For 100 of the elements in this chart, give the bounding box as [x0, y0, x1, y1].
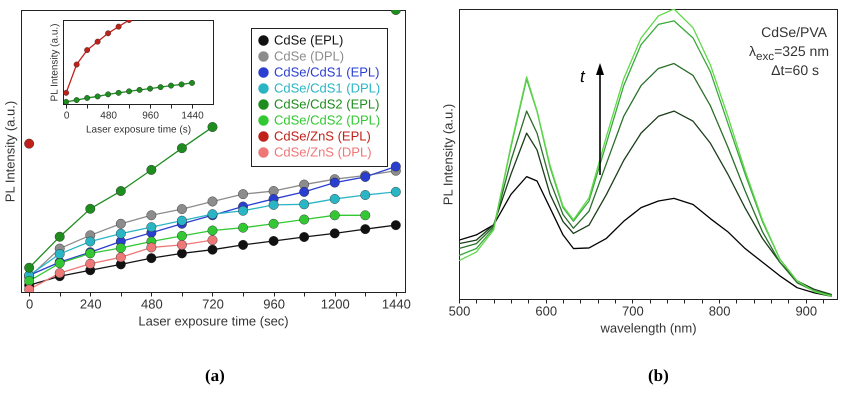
y-axis-title: PL Intensity (a.u.) [440, 104, 456, 206]
point [238, 240, 248, 250]
point [299, 232, 310, 242]
point [54, 268, 65, 278]
point [74, 97, 80, 103]
point [208, 235, 218, 246]
point [54, 248, 65, 259]
y-axis-title: PL Intensity (a.u.) [50, 24, 60, 102]
legend-label: CdSe (DPL) [274, 48, 344, 64]
point [330, 210, 340, 220]
x-tick-label: 800 [708, 304, 730, 318]
x-tick-label: 480 [100, 110, 118, 122]
point [74, 62, 80, 68]
point [136, 86, 143, 93]
text: (a) [205, 366, 225, 386]
point [176, 204, 187, 214]
point [360, 210, 370, 220]
point [116, 24, 122, 30]
point [84, 95, 90, 101]
x-tick-label: 960 [263, 296, 285, 312]
point [94, 94, 101, 100]
x-axis-title: Laser exposure time (s) [86, 124, 192, 136]
x-tick-label: 1440 [382, 296, 411, 312]
point [116, 252, 126, 262]
legend-label: CdSe/CdS1 (DPL) [274, 80, 380, 96]
point [94, 38, 101, 45]
point [63, 90, 70, 96]
point [390, 220, 401, 230]
legend-label: CdSe/CdS2 (EPL) [274, 96, 380, 112]
point [189, 80, 195, 86]
x-tick-label: 0 [26, 296, 34, 312]
point [299, 186, 310, 197]
x-tick-label: 720 [202, 296, 224, 312]
point [146, 164, 156, 175]
point [158, 84, 164, 90]
legend-label: CdSe/ZnS (EPL) [274, 128, 371, 144]
point [24, 276, 34, 286]
point [85, 258, 96, 269]
point [268, 218, 279, 229]
legend-label: CdSe/CdS1 (EPL) [274, 64, 380, 80]
point [85, 236, 96, 246]
x-axis-title: wavelength (nm) [599, 320, 697, 336]
point [268, 200, 279, 210]
point [146, 222, 156, 232]
point [176, 216, 187, 226]
point [116, 186, 126, 196]
x-tick-label: 0 [64, 110, 70, 122]
x-tick-label: 700 [622, 304, 644, 318]
point [176, 248, 187, 258]
x-tick-label: 1200 [320, 296, 350, 312]
point [24, 262, 34, 273]
point [178, 81, 184, 88]
annotation: t [580, 67, 585, 86]
point [299, 199, 310, 210]
point [330, 194, 340, 204]
point [208, 196, 218, 206]
point [116, 243, 126, 253]
x-tick-label: 960 [142, 110, 160, 122]
x-tick-label: 480 [141, 296, 163, 312]
point [360, 224, 370, 234]
point [208, 226, 218, 236]
point [168, 82, 174, 89]
point [105, 91, 112, 98]
x-tick-label: 500 [448, 304, 470, 318]
point [390, 186, 401, 197]
x-axis-title: Laser exposure time (sec) [138, 314, 289, 328]
point [146, 242, 156, 252]
text: (b) [648, 366, 669, 386]
point [105, 30, 112, 36]
point [208, 244, 218, 255]
point [238, 189, 248, 200]
point [116, 228, 126, 239]
point [24, 138, 34, 149]
legend-label: CdSe/ZnS (DPL) [274, 144, 372, 160]
point [84, 47, 90, 54]
annotation: λ$_{exc}$=325 nm [748, 43, 829, 63]
x-tick-label: 240 [80, 296, 102, 312]
x-tick-label: 900 [795, 304, 818, 318]
point [208, 122, 218, 132]
point [116, 90, 122, 96]
point [146, 253, 156, 264]
point [176, 143, 187, 154]
point [176, 240, 187, 250]
x-tick-label: 1440 [181, 110, 204, 122]
legend-label: CdSe/CdS2 (DPL) [274, 112, 380, 128]
annotation: Δt=60 s [771, 62, 819, 79]
point [390, 162, 401, 172]
point [126, 88, 132, 94]
point [85, 204, 96, 214]
point [116, 218, 126, 229]
point [146, 210, 156, 220]
point [299, 214, 310, 224]
point [176, 230, 187, 241]
point [54, 232, 65, 242]
x-tick-label: 600 [535, 304, 558, 318]
legend-label: CdSe (EPL) [274, 32, 344, 48]
point [238, 206, 248, 216]
y-axis-title: PL Intensity (a.u.) [2, 100, 18, 202]
point [147, 86, 153, 92]
point [330, 228, 340, 238]
